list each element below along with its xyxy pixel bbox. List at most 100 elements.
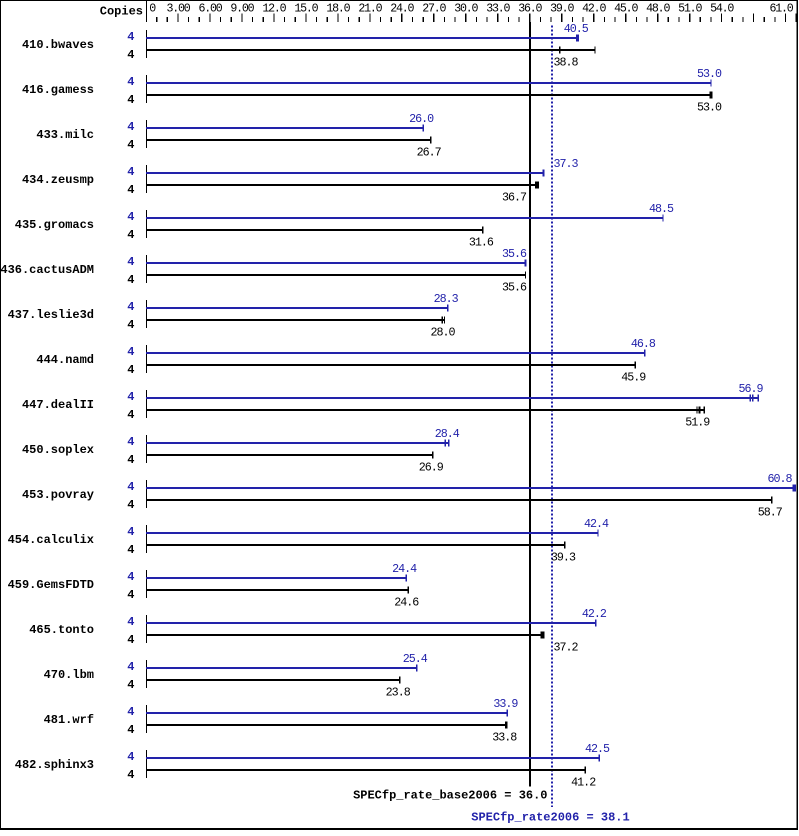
svg-text:36.7: 36.7 [502,190,527,204]
svg-text:453.povray: 453.povray [22,488,94,502]
svg-text:SPECfp_rate_base2006 = 36.0: SPECfp_rate_base2006 = 36.0 [353,789,547,803]
svg-text:4: 4 [127,480,134,494]
svg-text:4: 4 [127,588,134,602]
svg-text:4: 4 [127,705,134,719]
svg-text:4: 4 [127,435,134,449]
svg-text:60.8: 60.8 [767,472,792,486]
svg-text:38.8: 38.8 [554,55,579,69]
svg-text:45.0: 45.0 [614,3,638,16]
svg-text:410.bwaves: 410.bwaves [22,38,94,52]
svg-text:41.2: 41.2 [571,775,596,789]
svg-text:3.00: 3.00 [166,3,190,16]
svg-text:42.0: 42.0 [582,3,606,16]
svg-text:24.4: 24.4 [392,562,417,576]
svg-text:447.dealII: 447.dealII [22,398,94,412]
svg-text:39.0: 39.0 [550,3,574,16]
svg-text:4: 4 [127,660,134,674]
svg-text:31.6: 31.6 [469,235,494,249]
svg-text:4: 4 [127,318,134,332]
svg-text:24.6: 24.6 [394,595,419,609]
svg-text:23.8: 23.8 [386,685,411,699]
svg-text:61.0: 61.0 [769,3,793,16]
svg-text:4: 4 [127,75,134,89]
svg-text:4: 4 [127,273,134,287]
svg-text:33.0: 33.0 [486,3,510,16]
svg-text:4: 4 [127,363,134,377]
svg-text:53.0: 53.0 [697,67,722,81]
svg-text:4: 4 [127,120,134,134]
svg-text:35.6: 35.6 [502,247,527,261]
svg-text:459.GemsFDTD: 459.GemsFDTD [8,578,94,592]
svg-text:40.5: 40.5 [564,22,589,36]
svg-text:37.3: 37.3 [554,157,579,171]
svg-text:4: 4 [127,300,134,314]
svg-text:4: 4 [127,390,134,404]
svg-text:42.2: 42.2 [582,607,607,621]
svg-text:42.5: 42.5 [585,742,610,756]
svg-text:470.lbm: 470.lbm [44,668,94,682]
svg-text:12.0: 12.0 [262,3,286,16]
svg-text:4: 4 [127,615,134,629]
svg-text:444.namd: 444.namd [36,353,94,367]
svg-text:4: 4 [127,498,134,512]
svg-text:437.leslie3d: 437.leslie3d [8,308,94,322]
svg-text:0: 0 [149,3,156,16]
svg-text:454.calculix: 454.calculix [8,533,94,547]
svg-text:35.6: 35.6 [502,280,527,294]
svg-text:33.8: 33.8 [492,730,517,744]
svg-text:27.0: 27.0 [422,3,446,16]
svg-text:450.soplex: 450.soplex [22,443,94,457]
svg-text:4: 4 [127,228,134,242]
svg-text:53.0: 53.0 [697,100,722,114]
svg-text:482.sphinx3: 482.sphinx3 [15,758,94,772]
svg-text:4: 4 [127,543,134,557]
svg-text:9.00: 9.00 [230,3,254,16]
svg-text:465.tonto: 465.tonto [29,623,94,637]
svg-text:26.9: 26.9 [419,460,444,474]
svg-text:SPECfp_rate2006 = 38.1: SPECfp_rate2006 = 38.1 [471,811,629,825]
svg-text:4: 4 [127,750,134,764]
svg-text:4: 4 [127,723,134,737]
svg-text:4: 4 [127,93,134,107]
svg-text:21.0: 21.0 [358,3,382,16]
svg-text:48.0: 48.0 [646,3,670,16]
svg-text:435.gromacs: 435.gromacs [15,218,94,232]
svg-text:4: 4 [127,255,134,269]
svg-text:18.0: 18.0 [326,3,350,16]
svg-text:436.cactusADM: 436.cactusADM [0,263,94,277]
svg-text:4: 4 [127,345,134,359]
svg-text:433.milc: 433.milc [36,128,94,142]
svg-text:4: 4 [127,183,134,197]
svg-text:4: 4 [127,678,134,692]
svg-text:4: 4 [127,165,134,179]
svg-text:45.9: 45.9 [621,370,646,384]
svg-text:54.0: 54.0 [710,3,734,16]
svg-text:24.0: 24.0 [390,3,414,16]
svg-text:4: 4 [127,525,134,539]
svg-text:26.7: 26.7 [417,145,442,159]
svg-text:48.5: 48.5 [649,202,674,216]
svg-text:30.0: 30.0 [454,3,478,16]
svg-text:4: 4 [127,138,134,152]
svg-text:25.4: 25.4 [403,652,428,666]
svg-text:4: 4 [127,570,134,584]
svg-text:416.gamess: 416.gamess [22,83,94,97]
svg-text:4: 4 [127,768,134,782]
svg-text:4: 4 [127,30,134,44]
svg-text:46.8: 46.8 [631,337,656,351]
svg-text:4: 4 [127,453,134,467]
svg-text:4: 4 [127,633,134,647]
svg-text:Copies: Copies [100,5,143,19]
svg-text:36.0: 36.0 [518,3,542,16]
svg-text:28.0: 28.0 [430,325,455,339]
svg-text:4: 4 [127,210,134,224]
svg-text:28.4: 28.4 [435,427,460,441]
svg-text:4: 4 [127,48,134,62]
svg-text:37.2: 37.2 [554,640,579,654]
svg-text:33.9: 33.9 [493,697,518,711]
svg-text:39.3: 39.3 [551,550,576,564]
svg-text:481.wrf: 481.wrf [44,713,94,727]
svg-text:6.00: 6.00 [198,3,222,16]
svg-text:42.4: 42.4 [584,517,609,531]
svg-text:26.0: 26.0 [409,112,434,126]
